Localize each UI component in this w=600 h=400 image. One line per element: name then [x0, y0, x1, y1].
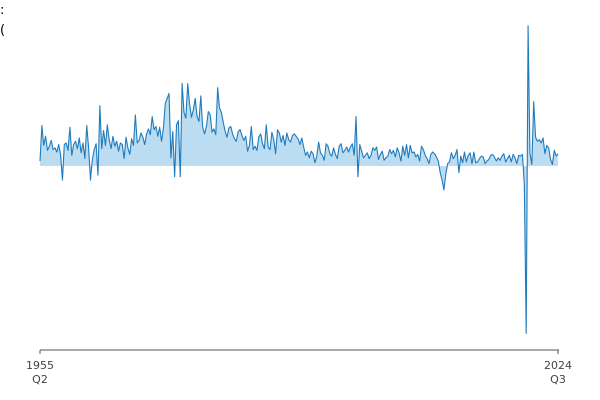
x-tick-label: Q3	[550, 373, 566, 386]
line	[39, 25, 559, 335]
x-tick-label: 2024	[544, 359, 572, 372]
x-tick-label: 1955	[26, 359, 54, 372]
area	[40, 25, 558, 334]
chart-title: :	[0, 3, 4, 18]
x-tick-label: Q2	[32, 373, 48, 386]
chart-subtitle: (	[0, 23, 5, 38]
